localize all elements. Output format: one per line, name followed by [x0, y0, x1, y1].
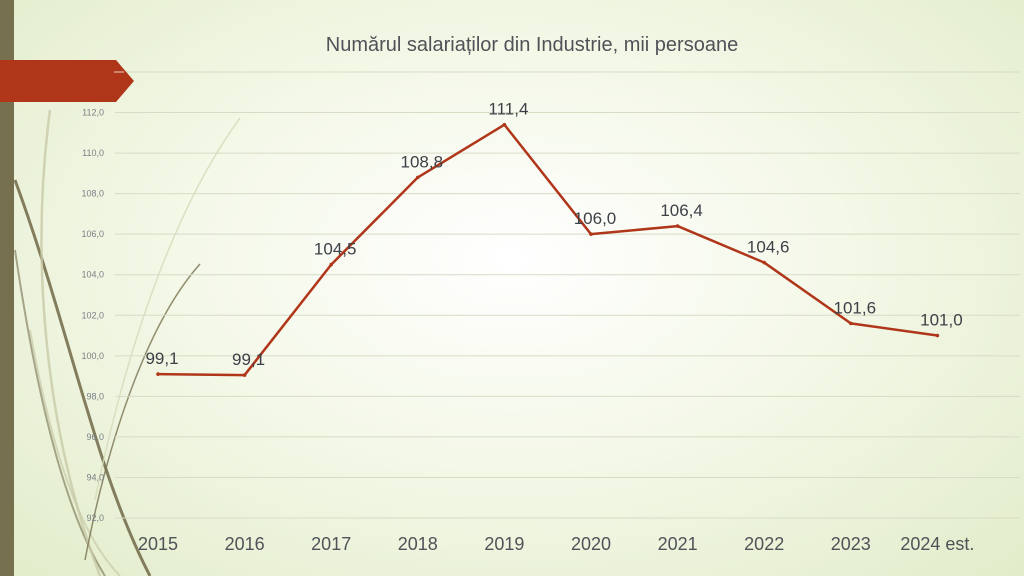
data-point — [502, 122, 507, 127]
chart-title: Numărul salariaților din Industrie, mii … — [325, 34, 739, 56]
decor-curve — [84, 263, 201, 561]
data-label: 101,6 — [834, 298, 877, 317]
decor-curve — [13, 179, 152, 576]
y-tick-label: 112,0 — [82, 108, 104, 118]
data-point — [935, 333, 940, 338]
data-point — [675, 224, 680, 228]
x-tick-label: 2024 est. — [900, 534, 974, 554]
data-label: 108,8 — [401, 152, 444, 171]
y-tick-label: 106,0 — [81, 229, 104, 239]
decor-curve — [94, 117, 241, 501]
y-tick-label: 100,0 — [81, 351, 104, 361]
data-label: 99,1 — [145, 349, 178, 368]
x-tick-label: 2020 — [571, 534, 611, 554]
x-tick-label: 2015 — [138, 534, 178, 554]
x-tick-label: 2016 — [225, 534, 265, 554]
y-tick-label: 108,0 — [81, 189, 104, 199]
title-arrow-banner — [0, 60, 134, 102]
left-accent-bar — [0, 0, 14, 576]
data-label: 106,0 — [574, 209, 617, 228]
data-point — [242, 373, 247, 377]
y-tick-label: 104,0 — [81, 270, 104, 280]
data-label: 101,0 — [920, 311, 963, 330]
data-label: 106,4 — [660, 201, 703, 220]
y-tick-label: 110,0 — [82, 148, 104, 158]
x-tick-label: 2023 — [831, 534, 871, 554]
data-label: 104,6 — [747, 238, 790, 257]
data-point — [416, 175, 420, 180]
y-tick-label: 92,0 — [86, 513, 104, 523]
decor-curve — [40, 109, 102, 576]
x-tick-label: 2022 — [744, 534, 784, 554]
y-tick-label: 102,0 — [81, 310, 104, 320]
data-point — [762, 260, 766, 265]
decor-curve — [29, 329, 121, 576]
data-label: 111,4 — [488, 100, 528, 119]
x-tick-label: 2017 — [311, 534, 351, 554]
x-tick-label: 2018 — [398, 534, 438, 554]
y-tick-label: 98,0 — [86, 391, 104, 401]
data-point — [156, 372, 160, 376]
x-tick-label: 2019 — [484, 534, 524, 554]
data-point — [849, 321, 853, 326]
x-tick-label: 2021 — [658, 534, 698, 554]
y-tick-label: 96,0 — [86, 432, 104, 442]
series-line — [157, 123, 938, 377]
data-label: 99,1 — [232, 350, 265, 369]
data-point — [589, 232, 593, 236]
data-label: 104,5 — [314, 240, 357, 259]
data-point — [329, 262, 334, 267]
y-tick-label: 94,0 — [86, 472, 104, 482]
